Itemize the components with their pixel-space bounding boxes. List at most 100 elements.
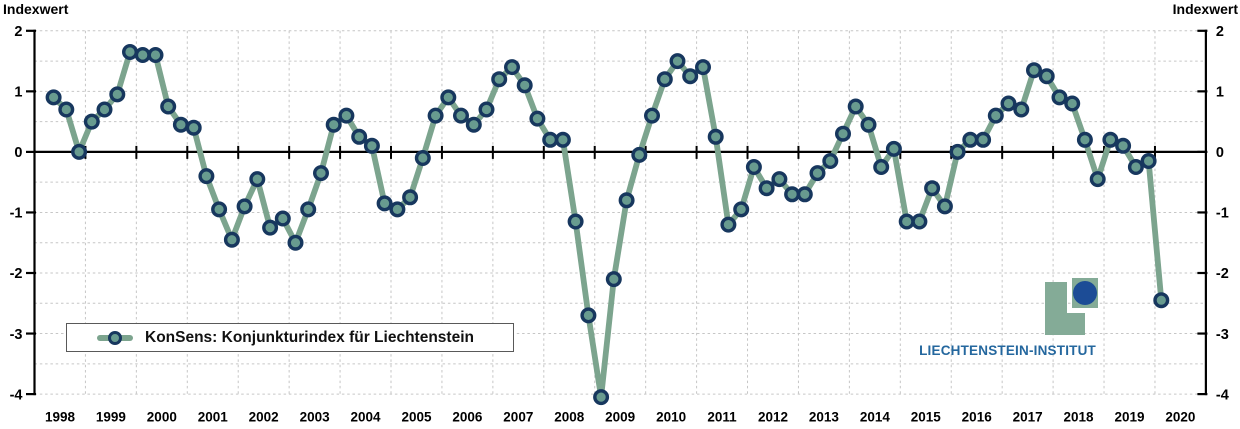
data-point-marker [389,201,406,218]
data-point-marker [695,59,712,76]
data-point-marker [796,186,813,203]
x-tick-label: 2001 [198,410,229,425]
data-point-marker [58,101,75,118]
data-point-marker [733,201,750,218]
data-point-marker [313,165,330,182]
data-point-marker [249,171,266,188]
x-tick-label: 2004 [351,410,382,425]
data-point-marker [860,116,877,133]
data-point-marker [236,198,253,215]
data-point-marker [1102,131,1119,148]
data-point-marker [1064,95,1081,112]
logo-circle-icon [1073,281,1097,305]
data-point-marker [885,140,902,157]
y-axis-title-left: Indexwert [3,1,69,17]
data-point-marker [987,107,1004,124]
data-point-marker [1089,171,1106,188]
data-point-marker [45,89,62,106]
data-point-marker [707,128,724,145]
x-tick-label: 2014 [860,410,891,425]
data-point-marker [1051,89,1068,106]
data-point-marker [160,98,177,115]
x-tick-label: 2018 [1064,410,1095,425]
data-point-marker [109,86,126,103]
y-tick-label-left: -2 [10,266,23,282]
y-tick-label-left: 0 [14,145,22,161]
data-point-marker [529,110,546,127]
x-tick-label: 2009 [605,410,635,425]
data-point-marker [771,171,788,188]
data-point-marker [274,210,291,227]
data-point-marker [631,146,648,163]
y-tick-label-left: -3 [10,327,23,343]
data-point-marker [809,165,826,182]
data-point-marker [96,101,113,118]
data-point-marker [924,180,941,197]
data-point-marker [835,125,852,142]
data-point-marker [1127,158,1144,175]
logo-l-shape-horizontal [1045,313,1085,335]
data-point-marker [656,71,673,88]
data-point-marker [873,158,890,175]
data-point-marker [325,116,342,133]
data-point-marker [402,189,419,206]
x-tick-label: 2005 [401,410,432,425]
data-point-marker [1025,62,1042,79]
data-point-marker [338,107,355,124]
y-tick-label-left: 2 [14,24,22,40]
data-point-marker [1076,131,1093,148]
y-tick-label-right: -2 [1216,266,1229,282]
data-point-marker [567,213,584,230]
data-point-marker [363,137,380,154]
x-tick-label: 2008 [554,410,585,425]
y-tick-label-left: -1 [10,206,23,222]
data-point-marker [121,44,138,61]
x-tick-label: 2012 [758,410,788,425]
x-tick-label: 2017 [1013,410,1043,425]
x-tick-label: 2003 [300,410,331,425]
x-tick-label: 2006 [452,410,483,425]
x-tick-label: 2015 [911,410,942,425]
data-point-marker [593,389,610,406]
data-point-marker [542,131,559,148]
legend-series-marker-icon [97,328,133,347]
data-point-marker [962,131,979,148]
data-point-marker [669,53,686,70]
legend: KonSens: Konjunkturindex für Liechtenste… [66,323,514,352]
data-point-marker [580,307,597,324]
data-point-marker [1038,68,1055,85]
x-tick-label: 2000 [147,410,177,425]
y-tick-label-right: -1 [1216,206,1229,222]
x-tick-label: 2007 [503,410,533,425]
y-tick-label-right: 1 [1216,85,1224,101]
data-point-marker [351,128,368,145]
y-tick-label-left: 1 [14,85,22,101]
data-point-marker [427,107,444,124]
data-point-marker [185,119,202,136]
data-point-marker [911,213,928,230]
data-point-marker [936,198,953,215]
data-point-marker [147,47,164,64]
y-tick-label-right: 2 [1216,24,1224,40]
data-point-marker [491,71,508,88]
logo-square [1072,278,1098,308]
data-point-marker [1115,137,1132,154]
logo-wordmark: LIECHTENSTEIN-INSTITUT [919,343,1096,358]
data-point-marker [300,201,317,218]
data-point-marker [682,68,699,85]
data-point-marker [71,143,88,160]
data-point-marker [605,271,622,288]
data-point-marker [211,201,228,218]
data-point-marker [1153,292,1170,309]
data-point-marker [465,116,482,133]
data-point-marker [440,89,457,106]
data-point-marker [134,47,151,64]
data-point-marker [172,116,189,133]
data-point-marker [516,77,533,94]
data-point-marker [618,192,635,209]
data-point-marker [287,234,304,251]
data-point-marker [554,131,571,148]
x-tick-label: 2010 [656,410,686,425]
